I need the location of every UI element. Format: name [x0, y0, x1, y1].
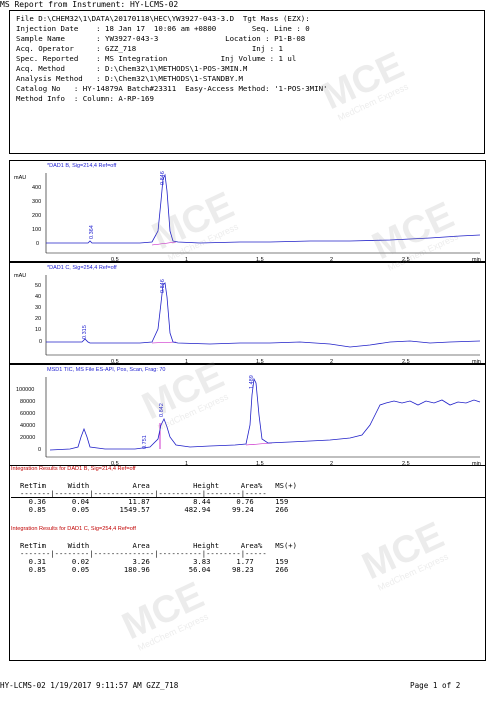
peak-label: 0.315: [82, 325, 88, 339]
integration-header: RetTim Width Area Height Area% MS(+): [20, 541, 297, 550]
x-tick-label: 1.5: [256, 359, 264, 365]
x-unit-label: min: [472, 257, 481, 263]
peak-label: 0.842: [159, 403, 165, 417]
integration-baseline: [151, 241, 177, 246]
trace-line: [49, 377, 481, 451]
y-tick-label: 400: [32, 185, 41, 191]
chromatogram-svg: *DAD1 C, Sig=254,4 Ref=off mAU 50 40 30 …: [14, 265, 481, 365]
y-tick-label: 60000: [20, 411, 35, 417]
integration-baseline: [245, 442, 273, 446]
table-row: 0.36 0.04 11.87 8.44 0.76 159: [20, 497, 289, 506]
x-tick-label: 2: [330, 359, 333, 365]
sample-info-box: File D:\CHEM32\1\DATA\20170118\HEC\YW392…: [9, 10, 485, 154]
x-tick-label: 2.5: [402, 257, 410, 263]
x-tick-label: 2: [330, 257, 333, 263]
y-tick-label: 40: [35, 294, 41, 300]
integration-divider: -------|--------|--------------|--------…: [20, 549, 267, 558]
x-tick-label: 0.5: [111, 257, 119, 263]
x-tick-label: 1.5: [256, 461, 264, 467]
table-rule: [11, 497, 486, 498]
x-tick-label: 1.5: [256, 257, 264, 263]
x-unit-label: min: [472, 461, 481, 467]
integration-title: Integration Results for DAD1 B, Sig=214,…: [11, 466, 136, 472]
peak-label: 0.846: [160, 171, 166, 185]
peak-label: 0.751: [142, 435, 148, 449]
y-tick-label: 100000: [16, 387, 34, 393]
x-tick-label: 0.5: [111, 359, 119, 365]
y-tick-label: 30: [35, 305, 41, 311]
chromatogram-dad1-c: *DAD1 C, Sig=254,4 Ref=off mAU 50 40 30 …: [9, 262, 486, 365]
report-title: MS Report from Instrument: HY-LCMS-02: [0, 0, 179, 9]
y-tick-label: 200: [32, 213, 41, 219]
y-tick-label: 300: [32, 199, 41, 205]
integration-title: Integration Results for DAD1 C, Sig=254,…: [11, 526, 136, 532]
integration-baseline: [151, 341, 177, 344]
integration-header: RetTim Width Area Height Area% MS(+): [20, 481, 297, 490]
trace-line: [46, 282, 481, 348]
y-unit-label: mAU: [14, 175, 26, 181]
header-line: Acq. Operator : GZZ_718 Inj : 1: [16, 44, 283, 53]
x-tick-label: 2.5: [402, 359, 410, 365]
x-tick-label: 1: [185, 257, 188, 263]
header-line: Sample Name : YW3927-043-3 Location : P1…: [16, 34, 306, 43]
chromatogram-svg: MSD1 TIC, MS File ES-API, Pos, Scan, Fra…: [16, 367, 481, 467]
chart-title: *DAD1 B, Sig=214,4 Ref=off: [47, 163, 117, 169]
footer-instrument-info: HY-LCMS-02 1/19/2017 9:11:57 AM GZZ_718: [0, 681, 179, 690]
x-tick-label: 0.5: [111, 461, 119, 467]
x-tick-label: 1: [185, 359, 188, 365]
header-line: File D:\CHEM32\1\DATA\20170118\HEC\YW392…: [16, 14, 310, 23]
header-line: Acq. Method : D:\Chem32\1\METHODS\1-POS-…: [16, 64, 248, 73]
x-tick-label: 2: [330, 461, 333, 467]
chromatogram-svg: *DAD1 B, Sig=214,4 Ref=off mAU 400 300 2…: [14, 163, 481, 263]
peak-label: 0.364: [89, 225, 95, 239]
table-row: 0.31 0.02 3.26 3.83 1.77 159: [20, 557, 289, 566]
chart-title: MSD1 TIC, MS File ES-API, Pos, Scan, Fra…: [47, 367, 166, 373]
integration-box: [9, 466, 486, 661]
x-tick-label: 1: [185, 461, 188, 467]
header-line: Spec. Reported : MS Integration Inj Volu…: [16, 54, 297, 63]
chart-title: *DAD1 C, Sig=254,4 Ref=off: [47, 265, 117, 271]
x-tick-label: 2.5: [402, 461, 410, 467]
y-tick-label: 80000: [20, 399, 35, 405]
header-line: Analysis Method : D:\Chem32\1\METHODS\1-…: [16, 74, 243, 83]
peak-label: 0.846: [160, 279, 166, 293]
y-tick-label: 0: [38, 447, 41, 453]
y-tick-label: 20000: [20, 435, 35, 441]
chromatogram-msd1-tic: MSD1 TIC, MS File ES-API, Pos, Scan, Fra…: [9, 364, 486, 467]
peak-label: 1.489: [249, 375, 255, 389]
trace-line: [46, 173, 481, 244]
y-tick-label: 10: [35, 327, 41, 333]
y-tick-label: 0: [39, 339, 42, 345]
table-row: 0.85 0.05 1549.57 482.94 99.24 266: [20, 505, 289, 514]
header-line: Method Info : Column: A-RP-169: [16, 94, 154, 103]
x-unit-label: min: [472, 359, 481, 365]
y-tick-label: 40000: [20, 423, 35, 429]
header-line: Injection Date : 18 Jan 17 10:06 am +080…: [16, 24, 310, 33]
y-tick-label: 100: [32, 227, 41, 233]
y-tick-label: 0: [36, 241, 39, 247]
table-row: 0.85 0.05 180.96 56.04 98.23 266: [20, 565, 289, 574]
chromatogram-dad1-b: *DAD1 B, Sig=214,4 Ref=off mAU 400 300 2…: [9, 160, 486, 263]
page-number: Page 1 of 2: [410, 681, 461, 690]
integration-divider: -------|--------|--------------|--------…: [20, 489, 267, 498]
y-tick-label: 20: [35, 316, 41, 322]
y-tick-label: 50: [35, 283, 41, 289]
y-unit-label: mAU: [14, 273, 26, 279]
header-line: Catalog No : HY-14879A Batch#23311 Easy-…: [16, 84, 328, 93]
